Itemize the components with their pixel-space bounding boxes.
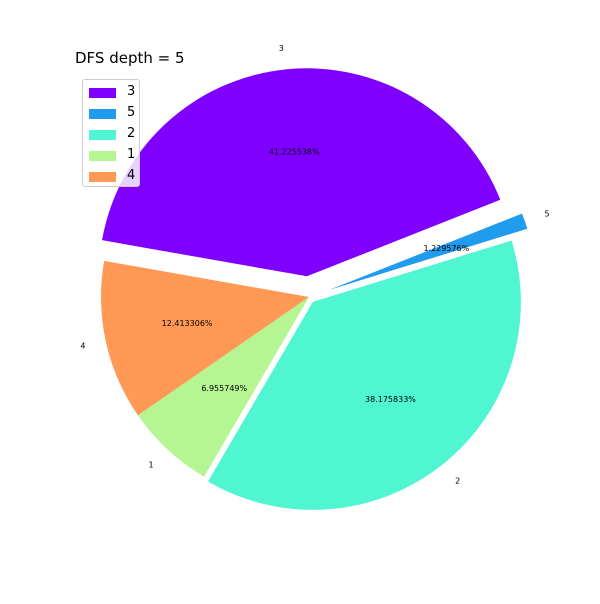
pie-category-label-5: 5 [544, 210, 549, 219]
pie-category-label-3: 3 [279, 44, 284, 53]
legend-label: 5 [127, 105, 136, 120]
pie-category-label-1: 1 [148, 460, 153, 469]
legend-item: 3 [89, 84, 139, 101]
legend-item: 1 [89, 147, 139, 164]
legend-swatch [89, 88, 116, 98]
pie-slice-1 [137, 297, 309, 477]
pie-pct-label-4: 12.413306% [162, 319, 213, 328]
legend-label: 4 [127, 168, 136, 183]
pie-slice-3 [102, 68, 501, 277]
legend-item: 2 [89, 126, 139, 143]
pie-slice-2 [208, 240, 521, 510]
pie-category-label-2: 2 [455, 477, 460, 486]
legend-label: 3 [127, 84, 136, 99]
pie-slice-4 [101, 260, 309, 416]
pie-pct-label-1: 6.955749% [201, 384, 247, 393]
legend-swatch [89, 130, 116, 140]
pie-category-label-4: 4 [80, 341, 85, 350]
chart-title: DFS depth = 5 [75, 49, 185, 67]
legend-item: 4 [89, 168, 139, 185]
legend-label: 1 [127, 147, 136, 162]
pie-pct-label-2: 38.175833% [365, 395, 416, 404]
pie-pct-label-3: 41.225538% [269, 148, 320, 157]
pie-pct-label-5: 1.229576% [423, 244, 469, 253]
legend: 3 5 2 1 4 [82, 79, 140, 187]
legend-swatch [89, 151, 116, 161]
pie-slice-5 [328, 213, 528, 291]
legend-label: 2 [127, 126, 136, 141]
legend-item: 5 [89, 105, 139, 122]
legend-swatch [89, 109, 116, 119]
legend-swatch [89, 172, 116, 182]
